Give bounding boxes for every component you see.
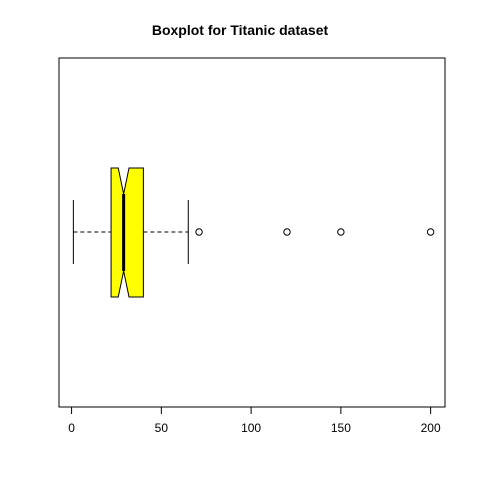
box (110, 167, 144, 298)
x-tick-label: 150 (331, 421, 351, 435)
x-tick-label: 100 (241, 421, 261, 435)
outlier-point (283, 228, 291, 236)
x-tick-label: 0 (68, 421, 75, 435)
x-tick-label: 200 (421, 421, 441, 435)
outlier-point (426, 228, 435, 236)
chart-title: Boxplot for Titanic dataset (151, 22, 329, 38)
outlier-point (195, 228, 203, 236)
outlier-point (337, 228, 345, 236)
x-tick-label: 50 (155, 421, 169, 435)
